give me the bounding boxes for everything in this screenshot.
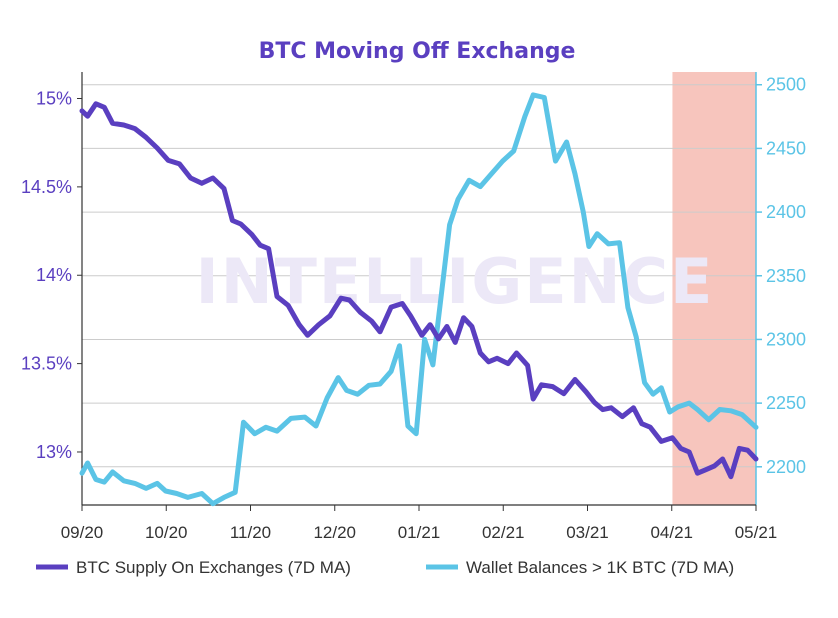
x-tick-label: 04/21 [650, 523, 693, 542]
chart-title: BTC Moving Off Exchange [259, 39, 576, 64]
x-tick-label: 10/20 [145, 523, 188, 542]
highlight-region [672, 72, 756, 505]
x-tick-label: 02/21 [482, 523, 525, 542]
legend-label: BTC Supply On Exchanges (7D MA) [76, 558, 351, 577]
left-tick-label: 15% [36, 89, 72, 109]
right-tick-label: 2500 [766, 75, 806, 95]
left-tick-label: 14% [36, 265, 72, 285]
right-tick-label: 2350 [766, 266, 806, 286]
series-lines [79, 92, 759, 507]
right-tick-label: 2450 [766, 138, 806, 158]
x-tick-label: 09/20 [61, 523, 104, 542]
right-tick-label: 2200 [766, 457, 806, 477]
legend: BTC Supply On Exchanges (7D MA) Wallet Ba… [36, 558, 734, 577]
left-tick-label: 13.5% [21, 354, 72, 374]
x-tick-label: 01/21 [398, 523, 441, 542]
left-tick-label: 13% [36, 442, 72, 462]
legend-label: Wallet Balances > 1K BTC (7D MA) [466, 558, 734, 577]
x-tick-label: 05/21 [735, 523, 778, 542]
left-tick-label: 14.5% [21, 177, 72, 197]
right-tick-label: 2250 [766, 393, 806, 413]
right-tick-label: 2400 [766, 202, 806, 222]
x-tick-label: 03/21 [566, 523, 609, 542]
btc-supply-line [79, 101, 759, 480]
x-tick-label: 12/20 [313, 523, 356, 542]
tick-labels: 13% 13.5% 14% 14.5% 15% 2200 2250 2300 2350 2400 2… [21, 75, 806, 542]
x-tick-label: 11/20 [230, 523, 271, 542]
right-tick-label: 2300 [766, 329, 806, 349]
wallet-balances-line [79, 92, 759, 507]
